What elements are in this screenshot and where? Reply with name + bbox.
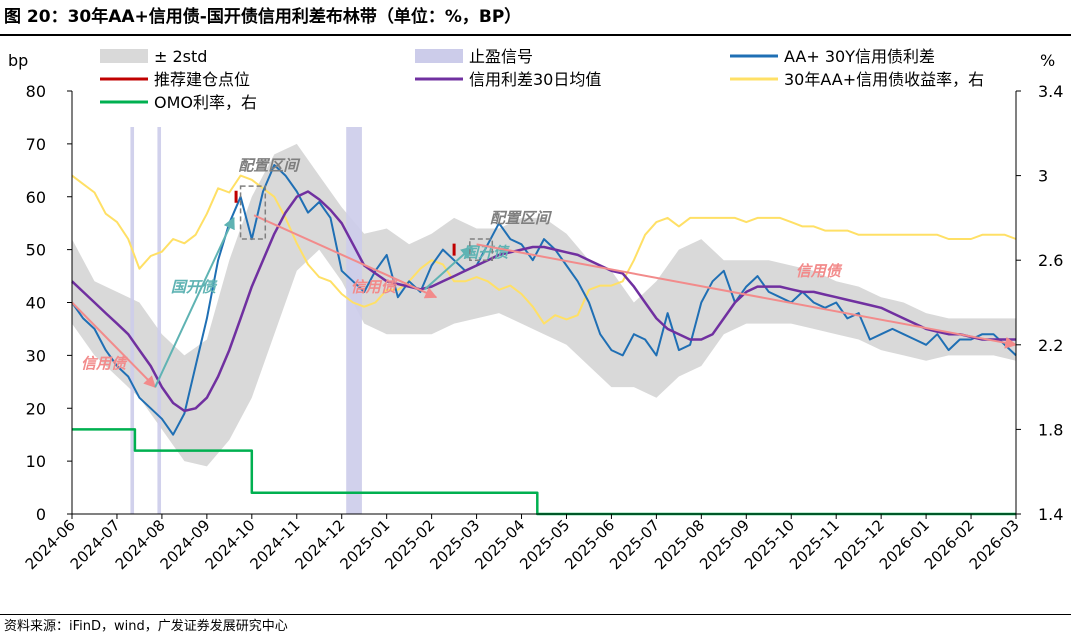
trend-arrow-label-5: 信用债 — [796, 262, 843, 280]
series-line-3 — [71, 190, 1016, 413]
trend-arrow-3 — [253, 214, 438, 299]
legend-swatch-1 — [100, 49, 148, 63]
allocation-box-label-2: 配置区间 — [490, 209, 553, 227]
legend-label-2: 止盈信号 — [469, 47, 533, 66]
left-tick-label-7: 70 — [26, 135, 46, 154]
allocation-box-2 — [469, 238, 494, 261]
right-tick-label-4: 3 — [1038, 167, 1048, 186]
legend-label-6: 30年AA+信用债收益率，右 — [784, 70, 984, 89]
signal-bars-layer — [130, 127, 362, 514]
left-tick-label-4: 40 — [26, 294, 46, 313]
legend-label-5: 信用利差30日均值 — [469, 70, 601, 89]
trend-arrow-5 — [476, 243, 1018, 349]
take-profit-signal-bar-1 — [130, 127, 135, 514]
figure-title: 图 20：30年AA+信用债-国开债信用利差布林带（单位：%，BP） — [4, 7, 522, 27]
trend-arrow-label-1: 信用债 — [81, 355, 128, 373]
left-tick-label-3: 30 — [26, 346, 46, 365]
left-tick-label-1: 10 — [26, 452, 46, 471]
series-line-0 — [72, 428, 1016, 516]
trend-arrow-label-2: 国开债 — [171, 278, 218, 296]
legend-swatch-2 — [415, 49, 463, 63]
trend-arrow-2 — [154, 216, 235, 388]
right-tick-label-2: 2.2 — [1038, 336, 1063, 355]
take-profit-signal-bar-3 — [346, 127, 362, 514]
legend-label-4: 推荐建仓点位 — [154, 70, 250, 89]
right-axis-unit: % — [1040, 51, 1055, 70]
source-divider — [0, 614, 1071, 615]
trend-arrow-label-3: 信用债 — [351, 278, 398, 296]
take-profit-signal-bar-2 — [157, 127, 162, 514]
x-tick-label-21: 2026-03 — [966, 516, 1023, 573]
source-note: 资料来源：iFinD，wind，广发证券发展研究中心 — [4, 619, 288, 634]
left-tick-label-2: 20 — [26, 399, 46, 418]
legend-label-7: OMO利率，右 — [154, 93, 257, 112]
trend-arrow-1 — [71, 301, 157, 388]
left-tick-label-6: 60 — [26, 188, 46, 207]
right-tick-label-5: 3.4 — [1038, 82, 1063, 101]
right-tick-label-1: 1.8 — [1038, 420, 1063, 439]
left-axis-unit: bp — [8, 51, 28, 70]
right-tick-label-3: 2.6 — [1038, 251, 1063, 270]
allocation-box-1 — [239, 185, 267, 240]
bollinger-band-area — [72, 143, 1016, 467]
right-tick-label-0: 1.4 — [1038, 505, 1063, 524]
legend-label-3: AA+ 30Y信用债利差 — [784, 47, 935, 66]
band-layer — [72, 143, 1016, 467]
series-line-1 — [71, 174, 1017, 325]
left-tick-label-5: 50 — [26, 241, 46, 260]
trend-arrow-4 — [424, 246, 473, 291]
title-divider — [0, 34, 1071, 36]
left-tick-label-8: 80 — [26, 82, 46, 101]
left-tick-label-0: 0 — [36, 505, 46, 524]
allocation-box-label-1: 配置区间 — [238, 156, 301, 174]
legend-label-1: ± 2std — [154, 47, 207, 66]
